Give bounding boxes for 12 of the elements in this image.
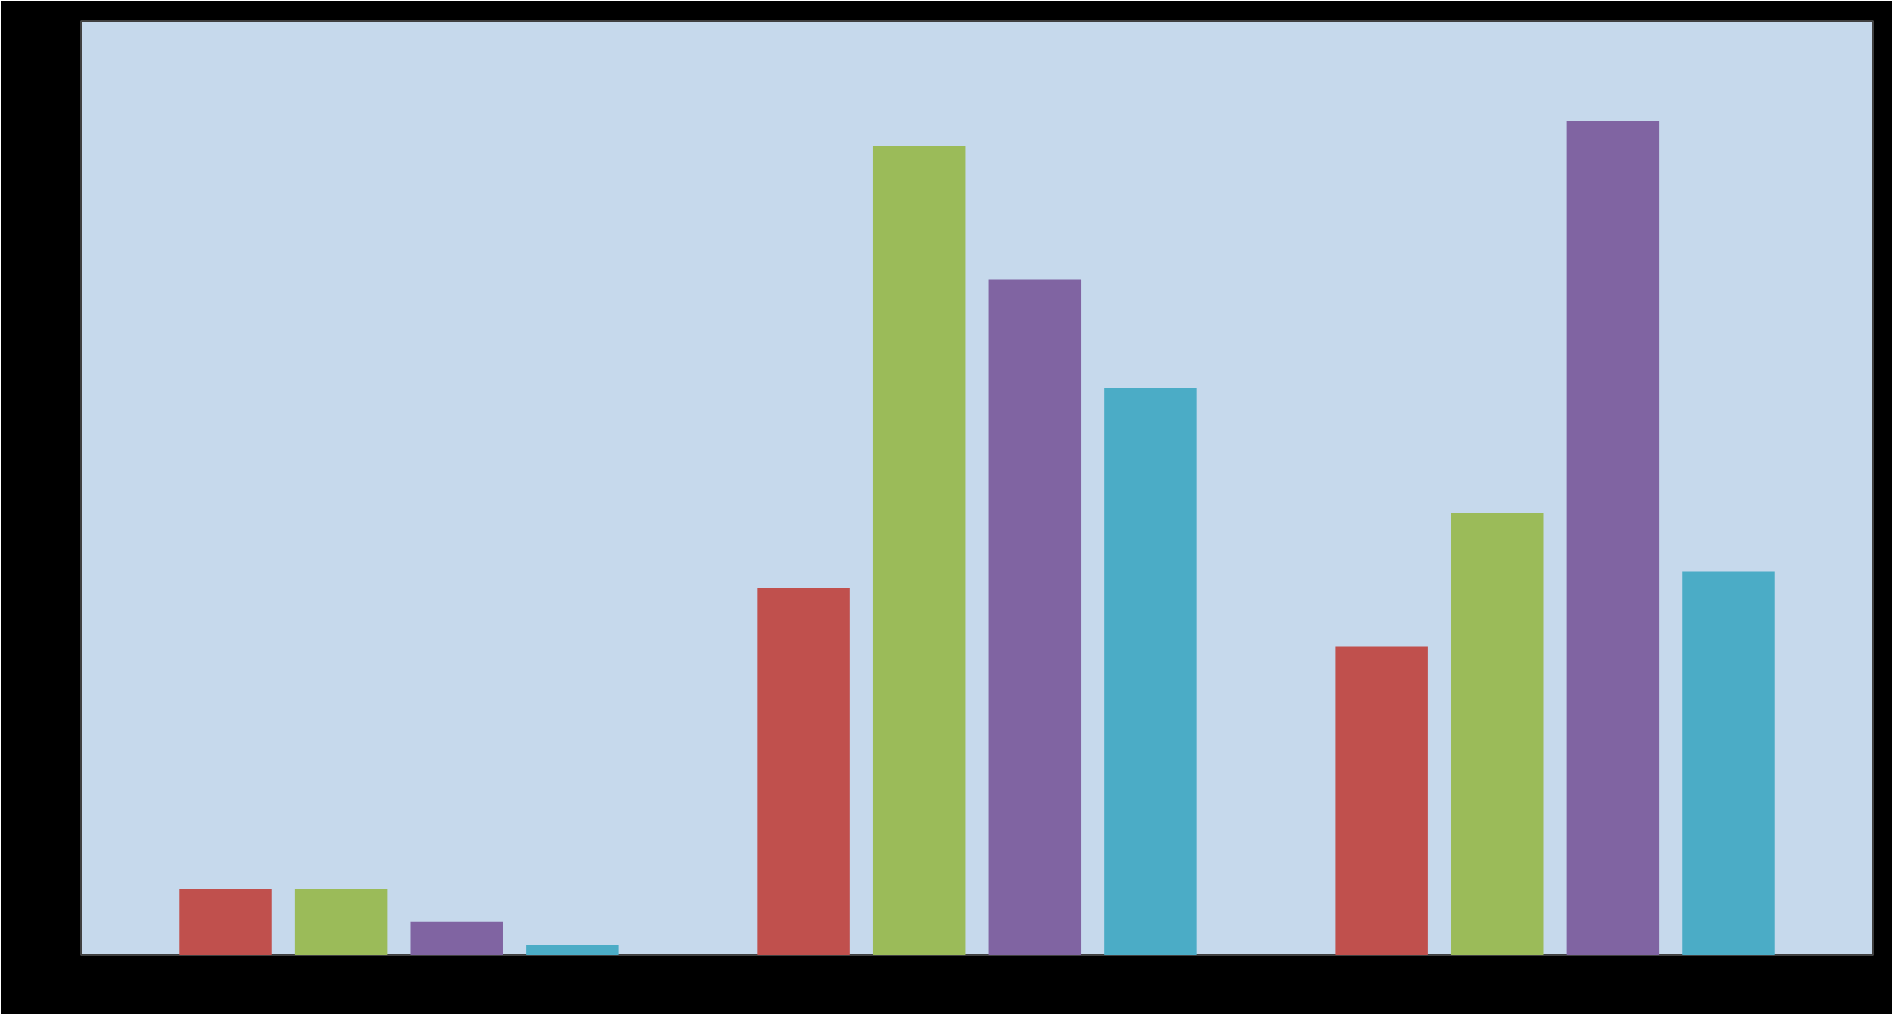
bar xyxy=(179,889,272,955)
bar xyxy=(988,279,1082,955)
bar xyxy=(294,889,388,955)
bar xyxy=(1335,646,1428,955)
bar xyxy=(872,146,966,955)
bar xyxy=(1451,513,1544,955)
bar xyxy=(526,944,619,955)
bar xyxy=(1682,571,1775,955)
bar xyxy=(757,588,850,955)
bar xyxy=(410,921,503,955)
bar xyxy=(1566,121,1660,955)
bar xyxy=(1104,387,1197,955)
